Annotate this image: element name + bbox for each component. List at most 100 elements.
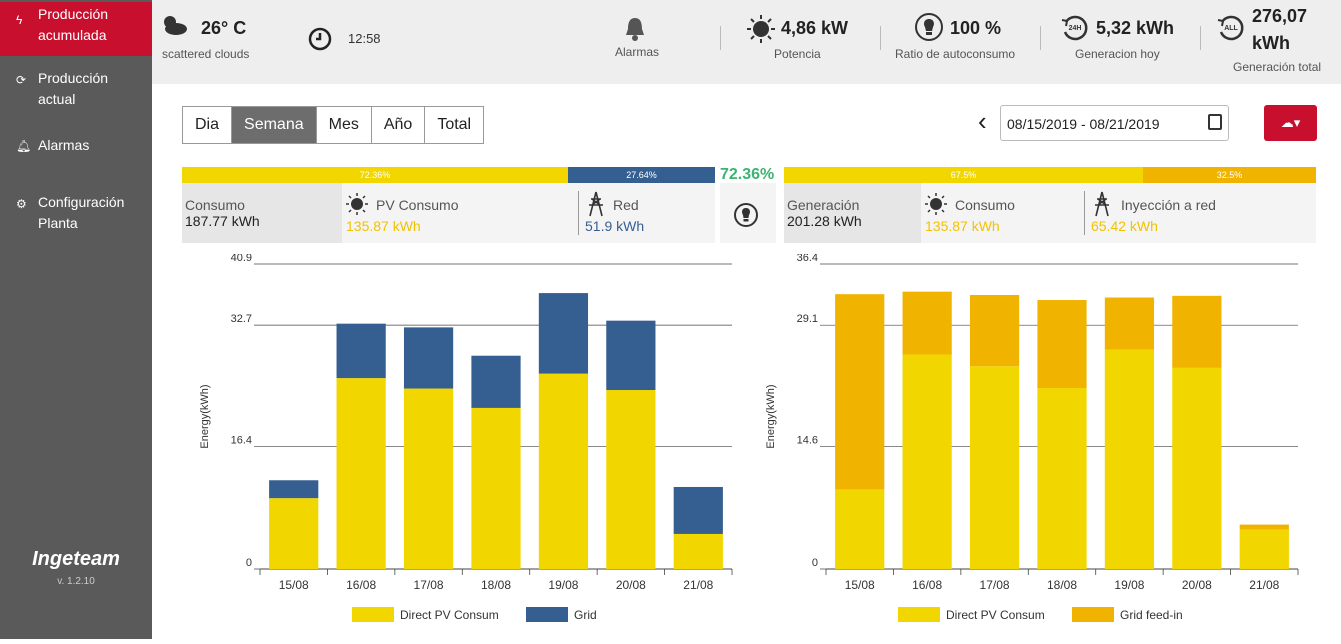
pv-consumo-value: 135.87 kWh bbox=[346, 218, 421, 234]
legend-swatch[interactable] bbox=[352, 607, 394, 622]
legend-label[interactable]: Direct PV Consum bbox=[400, 608, 499, 622]
bar-grid-feed-in[interactable] bbox=[1239, 524, 1289, 530]
bar-direct-pv-consum[interactable] bbox=[1104, 349, 1155, 569]
tab-mes[interactable]: Mes bbox=[316, 107, 372, 143]
bell-icon[interactable] bbox=[624, 16, 646, 42]
gen-total-unit: kWh bbox=[1252, 33, 1290, 53]
bar-grid-feed-in[interactable] bbox=[969, 295, 1020, 367]
bar-grid[interactable] bbox=[538, 293, 589, 374]
bar-grid[interactable] bbox=[403, 327, 454, 389]
x-tick-label: 21/08 bbox=[683, 578, 713, 592]
bar-direct-pv-consum[interactable] bbox=[471, 407, 521, 569]
24h-icon: 24H bbox=[1061, 15, 1088, 41]
bar-grid[interactable] bbox=[606, 320, 656, 391]
sidebar-item-label: Alarmas bbox=[38, 137, 90, 153]
tab-total[interactable]: Total bbox=[425, 107, 484, 143]
divider bbox=[578, 191, 579, 235]
power-tower-icon bbox=[589, 191, 603, 217]
generacion-card: Generación 201.28 kWh bbox=[784, 183, 921, 243]
gen-hoy-value: 5,32 kWh bbox=[1096, 18, 1175, 38]
legend-swatch[interactable] bbox=[898, 607, 940, 622]
bar-direct-pv-consum[interactable] bbox=[1172, 367, 1222, 569]
potencia-value: 4,86 kW bbox=[781, 18, 849, 38]
refresh-icon: ⟳ bbox=[16, 73, 27, 87]
sidebar-item-produccion-acumulada[interactable]: ϟ Producción acumulada bbox=[0, 2, 152, 56]
sidebar-item-produccion-actual[interactable]: ⟳ Producción actual bbox=[0, 68, 152, 110]
x-tick-label: 18/08 bbox=[1047, 578, 1077, 592]
gen-total-label: Generación total bbox=[1233, 60, 1322, 74]
grid-percent-bar: 27.64% bbox=[568, 167, 715, 183]
date-range-text: 08/15/2019 - 08/21/2019 bbox=[1007, 116, 1160, 132]
bar-grid[interactable] bbox=[471, 355, 521, 408]
ratio-card bbox=[720, 183, 776, 243]
sidebar-item-label: actual bbox=[38, 91, 76, 107]
bar-direct-pv-consum[interactable] bbox=[336, 378, 386, 569]
y-axis-label: Energy(kWh) bbox=[765, 384, 777, 448]
inyeccion-percent-bar: 32.5% bbox=[1143, 167, 1316, 183]
legend-label[interactable]: Direct PV Consum bbox=[946, 608, 1045, 622]
bar-direct-pv-consum[interactable] bbox=[538, 373, 589, 569]
bar-grid[interactable] bbox=[269, 480, 319, 499]
x-tick-label: 16/08 bbox=[912, 578, 942, 592]
bar-direct-pv-consum[interactable] bbox=[969, 366, 1020, 569]
bar-grid-feed-in[interactable] bbox=[1172, 295, 1222, 368]
bar-grid-feed-in[interactable] bbox=[902, 291, 952, 355]
bar-direct-pv-consum[interactable] bbox=[269, 498, 319, 569]
sidebar-item-label: Producción bbox=[38, 6, 109, 22]
y-tick-label: 32.7 bbox=[231, 313, 252, 325]
download-button[interactable]: ☁▾ bbox=[1264, 105, 1317, 141]
sidebar-item-configuracion[interactable]: ⚙ Configuración Planta bbox=[0, 192, 152, 234]
generacion-value: 201.28 kWh bbox=[787, 213, 862, 229]
bar-direct-pv-consum[interactable] bbox=[902, 354, 952, 569]
inyeccion-value: 65.42 kWh bbox=[1091, 218, 1158, 234]
bar-grid-feed-in[interactable] bbox=[835, 294, 885, 490]
version-label: v. 1.2.10 bbox=[57, 576, 95, 587]
ingeteam-logo: Ingeteam bbox=[32, 548, 120, 570]
bar-grid-feed-in[interactable] bbox=[1037, 300, 1087, 389]
red-value: 51.9 kWh bbox=[585, 218, 645, 234]
prev-period-button[interactable]: ‹ bbox=[978, 106, 987, 136]
bar-direct-pv-consum[interactable] bbox=[403, 388, 454, 569]
bar-direct-pv-consum[interactable] bbox=[835, 489, 885, 569]
calendar-icon bbox=[1208, 114, 1222, 130]
power-tower-icon bbox=[1095, 191, 1109, 217]
x-tick-label: 20/08 bbox=[1182, 578, 1212, 592]
x-tick-label: 15/08 bbox=[279, 578, 309, 592]
tab-ano[interactable]: Año bbox=[371, 107, 426, 143]
gen-hoy-label: Generacion hoy bbox=[1075, 47, 1160, 61]
generation-chart: 0 14.6 29.1 36.4 Energy(kWh) 15/08 16/08 17/08 1… bbox=[748, 252, 1308, 644]
x-tick-label: 20/08 bbox=[616, 578, 646, 592]
ratio-value: 100 % bbox=[950, 18, 1002, 38]
y-tick-label: 29.1 bbox=[797, 313, 818, 325]
legend-swatch[interactable] bbox=[1072, 607, 1114, 622]
legend-label[interactable]: Grid bbox=[574, 608, 597, 622]
legend-swatch[interactable] bbox=[526, 607, 568, 622]
sidebar-item-alarmas[interactable]: 🔔︎ Alarmas bbox=[0, 135, 152, 156]
bar-grid[interactable] bbox=[336, 323, 386, 379]
top-bar: 26° C scattered clouds 12:58 Alarmas 4,8… bbox=[152, 0, 1341, 84]
x-tick-label: 19/08 bbox=[1114, 578, 1144, 592]
potencia-label: Potencia bbox=[774, 47, 821, 61]
bar-direct-pv-consum[interactable] bbox=[673, 533, 723, 569]
legend-label[interactable]: Grid feed-in bbox=[1120, 608, 1183, 622]
bar-grid-feed-in[interactable] bbox=[1104, 297, 1155, 350]
lightbulb-icon bbox=[734, 203, 758, 227]
consumo-percent-bar: 67.5% bbox=[784, 167, 1143, 183]
bar-grid[interactable] bbox=[673, 486, 723, 534]
x-tick-label: 17/08 bbox=[414, 578, 444, 592]
consumo-right-label: Consumo bbox=[955, 197, 1015, 213]
bar-direct-pv-consum[interactable] bbox=[606, 390, 656, 569]
tab-semana[interactable]: Semana bbox=[232, 107, 317, 143]
bar-direct-pv-consum[interactable] bbox=[1037, 388, 1087, 569]
divider bbox=[1084, 191, 1085, 235]
tab-dia[interactable]: Dia bbox=[183, 107, 233, 143]
date-range-picker[interactable]: 08/15/2019 - 08/21/2019 bbox=[1000, 105, 1229, 141]
consumo-card: Consumo 187.77 kWh bbox=[182, 183, 342, 243]
y-axis-label: Energy(kWh) bbox=[199, 384, 211, 448]
lightbulb-icon bbox=[915, 13, 943, 41]
self-consumption-ratio: 72.36% bbox=[720, 166, 775, 183]
sidebar-item-label: Planta bbox=[38, 215, 78, 231]
bar-direct-pv-consum[interactable] bbox=[1239, 529, 1289, 569]
generacion-label: Generación bbox=[787, 197, 860, 213]
period-tabs: Dia Semana Mes Año Total bbox=[182, 106, 485, 144]
